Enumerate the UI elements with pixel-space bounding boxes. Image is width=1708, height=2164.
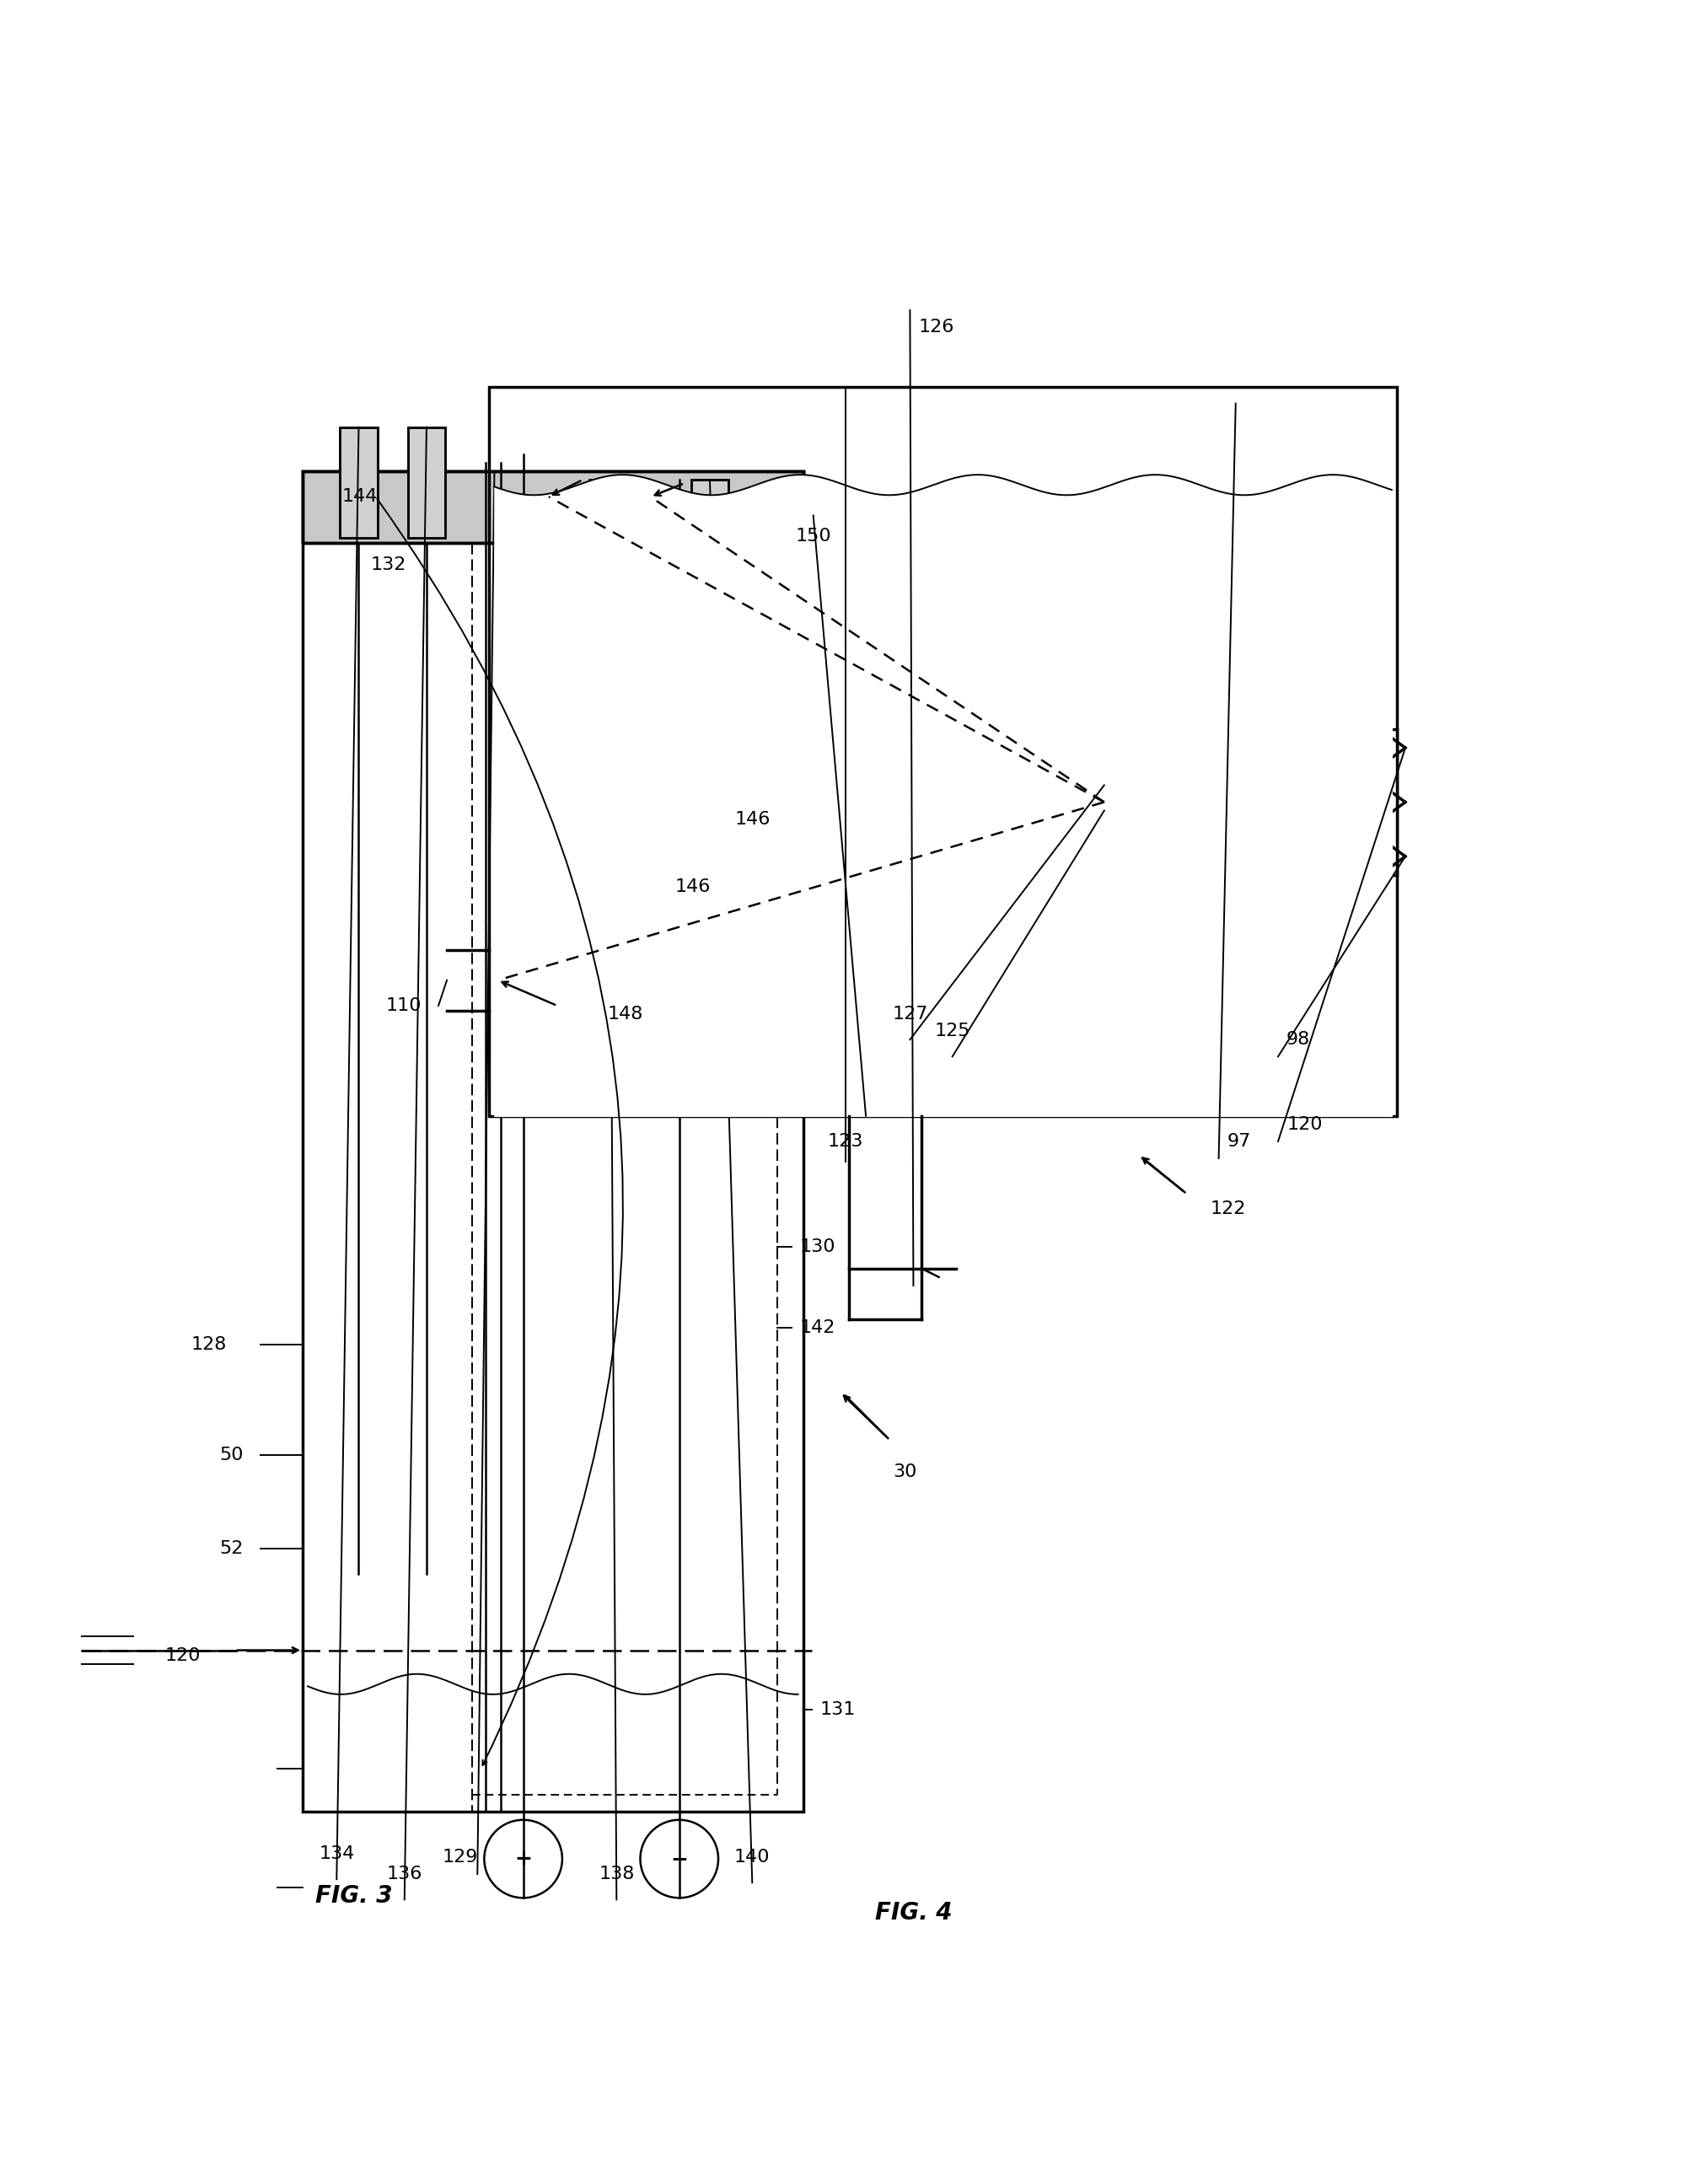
Text: 50: 50 xyxy=(219,1448,243,1463)
Text: 120: 120 xyxy=(166,1647,202,1664)
Bar xyxy=(692,480,729,582)
Text: 128: 128 xyxy=(191,1337,227,1352)
Text: 146: 146 xyxy=(675,879,711,896)
Text: 140: 140 xyxy=(734,1848,770,1865)
Bar xyxy=(302,472,803,543)
Text: 98: 98 xyxy=(1286,1032,1310,1047)
Bar xyxy=(302,472,803,1811)
Text: 138: 138 xyxy=(600,1865,634,1883)
Bar xyxy=(589,480,627,582)
Bar xyxy=(589,480,627,582)
Text: 97: 97 xyxy=(1226,1134,1250,1149)
Bar xyxy=(1103,740,1146,863)
Text: FIG. 4: FIG. 4 xyxy=(874,1902,951,1926)
Bar xyxy=(1380,729,1397,874)
Bar xyxy=(488,387,1397,1117)
Text: 126: 126 xyxy=(919,318,955,335)
Text: 132: 132 xyxy=(371,556,407,573)
Text: 127: 127 xyxy=(892,1006,927,1024)
Text: 30: 30 xyxy=(893,1463,917,1480)
Bar xyxy=(692,480,729,582)
Text: 123: 123 xyxy=(828,1134,863,1149)
Text: 110: 110 xyxy=(386,998,422,1015)
Bar xyxy=(302,472,803,543)
Text: −: − xyxy=(671,1848,688,1870)
Bar xyxy=(340,426,377,537)
Text: 142: 142 xyxy=(799,1320,835,1337)
Text: 129: 129 xyxy=(442,1848,478,1865)
Text: 131: 131 xyxy=(820,1701,856,1718)
Bar xyxy=(408,426,446,537)
Bar xyxy=(340,426,377,537)
Text: 148: 148 xyxy=(606,1006,642,1024)
Text: 122: 122 xyxy=(1211,1201,1245,1218)
Text: 134: 134 xyxy=(319,1846,355,1863)
Text: 144: 144 xyxy=(342,489,377,504)
Text: 146: 146 xyxy=(734,812,770,827)
Text: 136: 136 xyxy=(386,1865,422,1883)
Text: 120: 120 xyxy=(1286,1117,1322,1132)
Text: 125: 125 xyxy=(934,1024,970,1039)
Text: +: + xyxy=(514,1848,531,1870)
Text: 130: 130 xyxy=(799,1238,835,1255)
Text: 52: 52 xyxy=(219,1541,243,1556)
Text: FIG. 3: FIG. 3 xyxy=(314,1885,393,1909)
Bar xyxy=(408,426,446,537)
Text: 150: 150 xyxy=(796,528,832,543)
